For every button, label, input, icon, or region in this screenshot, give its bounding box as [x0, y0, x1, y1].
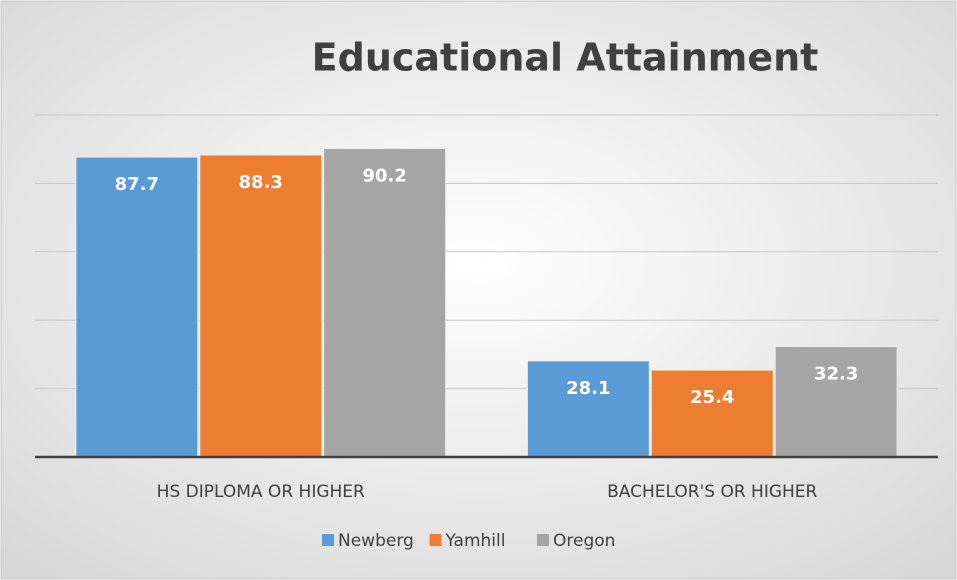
- legend-swatch: [537, 534, 549, 546]
- x-tick-label: HS DIPLOMA OR HIGHER: [157, 482, 365, 502]
- bar: [774, 346, 898, 458]
- data-label: 32.3: [814, 364, 858, 385]
- bar: [526, 360, 650, 458]
- bar: [199, 154, 323, 458]
- legend: Newberg Yamhill Oregon: [322, 531, 615, 551]
- data-label: 88.3: [239, 172, 283, 193]
- bar: [323, 148, 447, 458]
- bar: [650, 369, 774, 458]
- legend-swatch: [429, 534, 442, 546]
- legend-label: Yamhill: [445, 531, 506, 551]
- legend-label: Oregon: [553, 531, 615, 551]
- data-label: 90.2: [362, 166, 406, 187]
- data-label: 87.7: [115, 174, 159, 195]
- bar: [75, 156, 199, 458]
- data-label: 28.1: [566, 378, 610, 399]
- chart-title: Educational Attainment: [312, 36, 819, 80]
- data-label: 25.4: [690, 387, 734, 408]
- legend-label: Newberg: [338, 531, 414, 551]
- x-tick-label: BACHELOR'S OR HIGHER: [607, 482, 817, 502]
- legend-swatch: [322, 534, 334, 546]
